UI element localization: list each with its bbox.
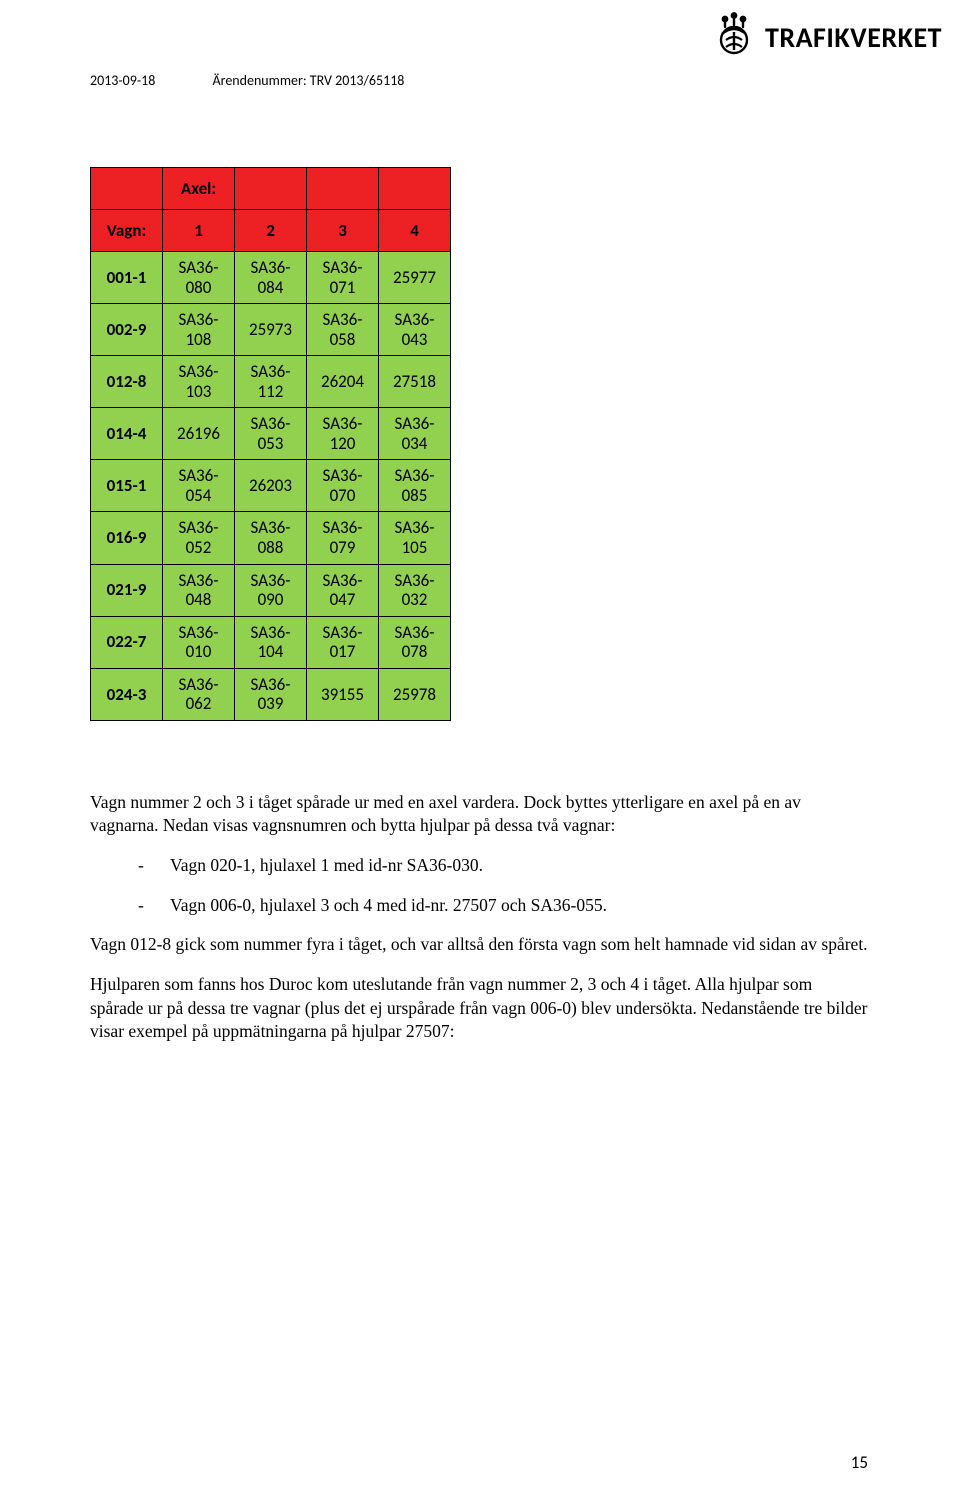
table-cell: SA36-090 — [235, 564, 307, 616]
table-cell: 26203 — [235, 460, 307, 512]
table-cell: SA36-034 — [379, 408, 451, 460]
table-cell: SA36-080 — [163, 252, 235, 304]
table-cell: SA36-052 — [163, 512, 235, 564]
brand-logo: TRAFIKVERKET — [711, 12, 942, 63]
table-cell: 27518 — [379, 356, 451, 408]
body-text: Vagn nummer 2 och 3 i tåget spårade ur m… — [90, 791, 870, 1044]
table-cell: SA36-085 — [379, 460, 451, 512]
paragraph: Vagn 012-8 gick som nummer fyra i tåget,… — [90, 933, 870, 957]
table-cell: SA36-120 — [307, 408, 379, 460]
table-cell: SA36-058 — [307, 304, 379, 356]
table-cell: SA36-048 — [163, 564, 235, 616]
row-label: 021-9 — [91, 564, 163, 616]
table-cell: SA36-105 — [379, 512, 451, 564]
table-cell: SA36-017 — [307, 616, 379, 668]
table-cell: SA36-062 — [163, 668, 235, 720]
row-label: 016-9 — [91, 512, 163, 564]
axle-table: Axel: Vagn: 1 2 3 4 001-1SA36-080SA36-08… — [90, 167, 451, 721]
header-left: 2013-09-18 Ärendenummer: TRV 2013/65118 — [90, 38, 404, 89]
paragraph: Vagn nummer 2 och 3 i tåget spårade ur m… — [90, 791, 870, 838]
bullet-list: Vagn 020-1, hjulaxel 1 med id-nr SA36-03… — [90, 854, 870, 917]
table-cell: SA36-078 — [379, 616, 451, 668]
table-cell: 26204 — [307, 356, 379, 408]
table-cell: SA36-084 — [235, 252, 307, 304]
col-header: 1 — [163, 210, 235, 252]
table-cell: SA36-032 — [379, 564, 451, 616]
row-label: 024-3 — [91, 668, 163, 720]
row-label: 015-1 — [91, 460, 163, 512]
table-cell: SA36-070 — [307, 460, 379, 512]
row-label: 014-4 — [91, 408, 163, 460]
table-cell: SA36-112 — [235, 356, 307, 408]
table-cell: SA36-043 — [379, 304, 451, 356]
table-cell: SA36-104 — [235, 616, 307, 668]
page-number: 15 — [851, 1452, 868, 1473]
table-cell: SA36-088 — [235, 512, 307, 564]
row-label: 001-1 — [91, 252, 163, 304]
table-cell: 25977 — [379, 252, 451, 304]
table-blank-corner — [91, 168, 163, 210]
table-cell: 26196 — [163, 408, 235, 460]
table-cell: SA36-039 — [235, 668, 307, 720]
row-label: 022-7 — [91, 616, 163, 668]
table-cell: SA36-010 — [163, 616, 235, 668]
table-cell: 25973 — [235, 304, 307, 356]
paragraph: Hjulparen som fanns hos Duroc kom uteslu… — [90, 973, 870, 1044]
row-label: 012-8 — [91, 356, 163, 408]
table-cell: SA36-071 — [307, 252, 379, 304]
table-cell: 25978 — [379, 668, 451, 720]
table-row-header-label: Vagn: — [91, 210, 163, 252]
header-case: Ärendenummer: TRV 2013/65118 — [213, 72, 405, 89]
table-cell: SA36-047 — [307, 564, 379, 616]
col-header: 3 — [307, 210, 379, 252]
table-corner-label: Axel: — [163, 168, 235, 210]
list-item: Vagn 020-1, hjulaxel 1 med id-nr SA36-03… — [138, 854, 870, 878]
header-date: 2013-09-18 — [90, 72, 155, 89]
crown-icon — [711, 12, 757, 63]
table-cell: SA36-108 — [163, 304, 235, 356]
table-cell: SA36-103 — [163, 356, 235, 408]
table-cell: 39155 — [307, 668, 379, 720]
table-cell: SA36-079 — [307, 512, 379, 564]
row-label: 002-9 — [91, 304, 163, 356]
table-cell: SA36-054 — [163, 460, 235, 512]
brand-name: TRAFIKVERKET — [765, 20, 942, 55]
table-cell: SA36-053 — [235, 408, 307, 460]
col-header: 4 — [379, 210, 451, 252]
col-header: 2 — [235, 210, 307, 252]
list-item: Vagn 006-0, hjulaxel 3 och 4 med id-nr. … — [138, 894, 870, 918]
